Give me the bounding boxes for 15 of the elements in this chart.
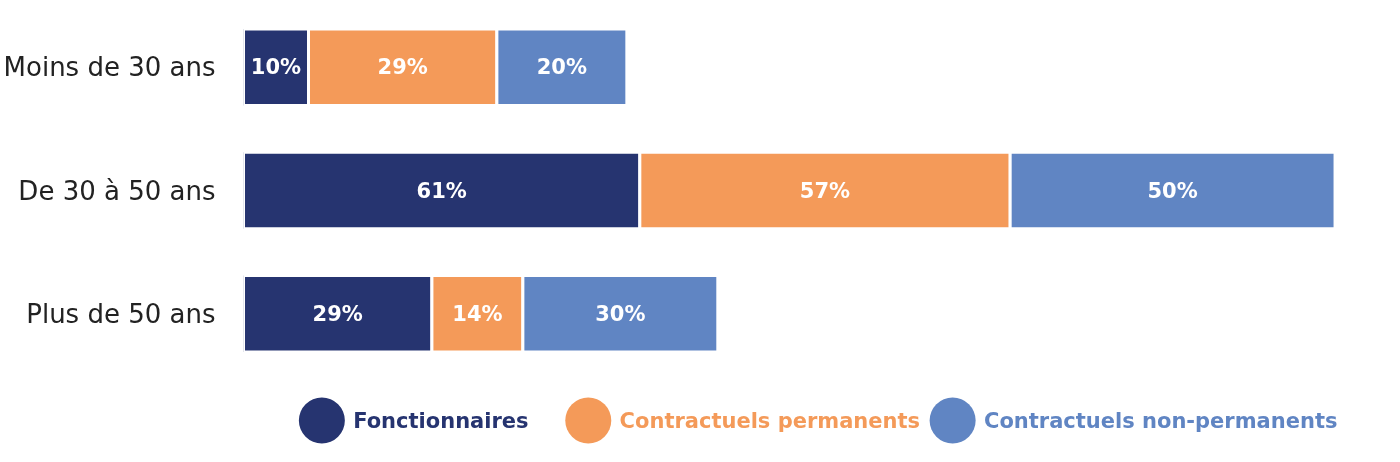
- data-label: 29%: [377, 55, 428, 80]
- legend-label: Fonctionnaires: [353, 408, 529, 433]
- data-label: 20%: [536, 55, 587, 80]
- data-label: 29%: [312, 301, 363, 326]
- data-label: 10%: [250, 55, 302, 80]
- y-tick-label: De 30 à 50 ans: [18, 175, 216, 206]
- data-label: 57%: [799, 178, 851, 203]
- legend-label: Contractuels non-permanents: [983, 408, 1338, 433]
- legend-label: Contractuels permanents: [619, 408, 921, 433]
- data-label: 14%: [452, 301, 503, 326]
- y-tick-label: Moins de 30 ans: [3, 52, 216, 83]
- data-label: 61%: [416, 178, 467, 203]
- data-label: 30%: [595, 301, 646, 326]
- y-tick-label: Plus de 50 ans: [26, 298, 216, 329]
- data-label: 50%: [1147, 178, 1198, 203]
